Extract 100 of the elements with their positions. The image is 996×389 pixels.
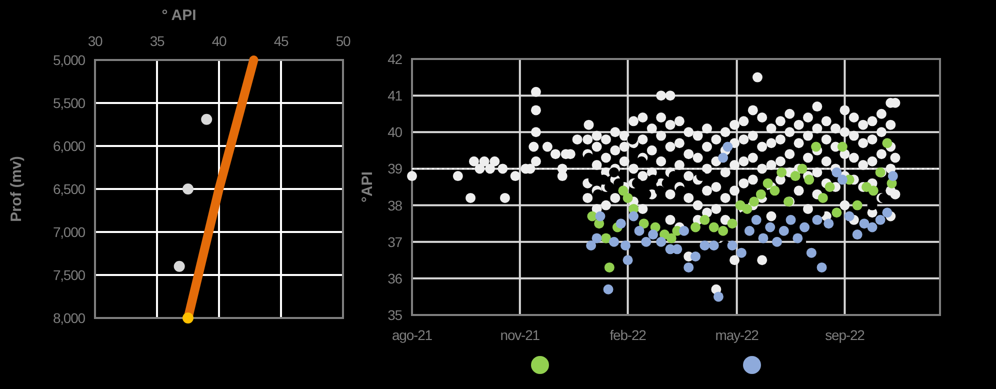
point [648, 174, 658, 185]
point [844, 211, 854, 222]
point [749, 196, 760, 207]
point [811, 142, 822, 152]
point [832, 167, 842, 178]
y-axis-title: Prof (mv) [8, 156, 25, 222]
point [656, 236, 666, 247]
point [718, 152, 728, 163]
point [708, 240, 719, 251]
point [867, 222, 878, 232]
point [765, 222, 776, 232]
point [713, 292, 724, 302]
point [609, 167, 620, 178]
point [604, 182, 614, 192]
point [690, 222, 701, 232]
point [786, 214, 796, 225]
y-tick-label: 37 [388, 234, 403, 250]
point [776, 167, 787, 178]
point [772, 236, 782, 247]
point [744, 226, 754, 236]
point [837, 142, 848, 152]
point [638, 218, 649, 229]
point [824, 218, 834, 229]
y-tick-label: 36 [388, 270, 403, 286]
point [875, 214, 886, 225]
point [727, 240, 738, 251]
point [852, 200, 862, 210]
point [614, 178, 624, 188]
y-tick-label: 6,500 [52, 181, 86, 197]
point [882, 138, 892, 148]
point [586, 240, 596, 251]
point [609, 236, 620, 247]
point [182, 312, 194, 324]
point [792, 233, 803, 244]
point [756, 189, 766, 200]
point [800, 222, 810, 232]
point [679, 226, 690, 236]
point [666, 233, 676, 244]
x-axis-title: ° API [162, 7, 196, 24]
point [778, 226, 789, 236]
x-tick-label: 50 [336, 33, 351, 49]
point [859, 218, 870, 229]
y-tick-label: 41 [388, 88, 403, 104]
y-tick-label: 35 [388, 307, 403, 323]
x-tick-label: 30 [88, 33, 103, 49]
y-tick-label: 42 [388, 51, 403, 67]
point [816, 262, 827, 272]
point [620, 240, 630, 251]
point [868, 186, 878, 196]
x-tick-label: sep-22 [825, 327, 866, 343]
point [595, 211, 606, 222]
point [818, 192, 828, 203]
x-tick-label: 45 [274, 33, 289, 49]
point [718, 226, 728, 236]
point [888, 171, 898, 182]
point [603, 284, 614, 294]
x-tick-label: 35 [150, 33, 165, 49]
point [684, 262, 694, 272]
y-tick-label: 5,000 [52, 52, 86, 68]
point [700, 214, 710, 225]
point [824, 182, 835, 192]
point [654, 186, 665, 196]
point [742, 204, 752, 214]
point [641, 236, 652, 247]
x-tick-label: 40 [212, 33, 227, 49]
point [797, 164, 808, 174]
point [790, 171, 800, 182]
point [727, 218, 738, 229]
point [174, 260, 185, 272]
point [690, 251, 701, 262]
point [628, 211, 639, 222]
point [708, 222, 719, 232]
point [762, 178, 773, 188]
point [634, 226, 644, 236]
point [592, 233, 602, 244]
point [722, 142, 733, 152]
y-tick-label: 6,000 [52, 138, 86, 154]
x-tick-label: feb-22 [610, 327, 647, 343]
y-tick-label: 7,000 [52, 224, 86, 240]
x-tick-label: ago-21 [392, 327, 433, 343]
y-tick-label: 8,000 [52, 310, 86, 326]
point [812, 214, 822, 225]
y-tick-label: 40 [388, 124, 403, 140]
point [832, 208, 842, 218]
point [604, 262, 614, 272]
x-tick-label: nov-21 [500, 327, 540, 343]
x-tick-label: may-22 [715, 327, 760, 343]
point [837, 174, 848, 185]
point [182, 184, 194, 194]
y-tick-label: 7,500 [52, 267, 86, 283]
point [622, 192, 633, 203]
y-tick-label: 39 [388, 160, 403, 177]
point [600, 233, 611, 244]
point [632, 178, 642, 188]
point [616, 218, 626, 229]
point [882, 208, 892, 218]
point [852, 230, 862, 240]
point [751, 214, 762, 225]
point [696, 171, 706, 182]
point [627, 134, 638, 144]
